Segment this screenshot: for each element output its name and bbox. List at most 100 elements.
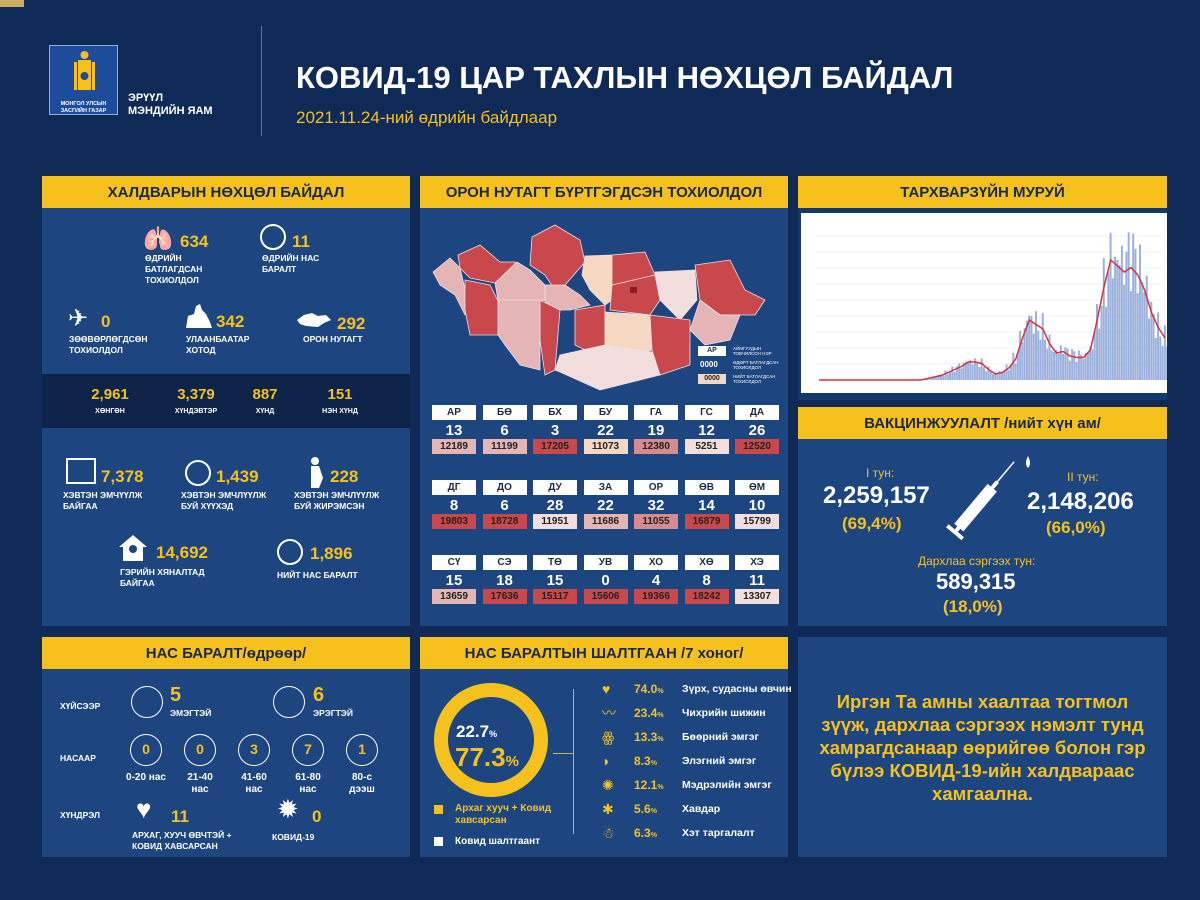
case-bar — [1046, 348, 1049, 380]
cause-pct: 74.0% — [634, 682, 664, 696]
case-bar — [1068, 360, 1071, 380]
bracket-stem — [553, 753, 573, 754]
mongolia-map-icon — [297, 313, 331, 327]
case-bar — [1059, 345, 1062, 380]
province-daily-cases: 22 — [597, 422, 614, 439]
vaccination-header: ВАКЦИНЖУУЛАЛТ /нийт хүн ам/ — [798, 407, 1167, 439]
deaths-panel — [42, 669, 410, 857]
case-bar — [1075, 361, 1078, 380]
bracket-tick — [0, 1, 24, 2]
province-daily-cases: 8 — [702, 572, 711, 589]
case-bar — [1127, 232, 1130, 380]
age-group-label: 0-20 нас — [126, 772, 166, 783]
case-bar — [958, 363, 961, 380]
case-bar — [1143, 292, 1146, 380]
case-bar — [964, 361, 967, 380]
rural-value: 292 — [337, 314, 366, 333]
province-code: ЗА — [583, 480, 628, 495]
cause-label: Чихрийн шижин — [682, 707, 766, 719]
moving-average-line — [819, 258, 1166, 381]
case-bar — [960, 368, 963, 380]
case-bar — [1129, 291, 1132, 380]
total-deaths-label: НИЙТ НАС БАРАЛТ — [277, 570, 358, 580]
province-region — [654, 269, 698, 321]
case-bar — [1120, 245, 1123, 380]
legend-covid-swatch — [434, 837, 443, 846]
age-group-count: 1 — [346, 734, 378, 766]
tumor-icon: ✱ — [602, 800, 614, 817]
province-code: ХЭ — [735, 555, 779, 570]
complication-row-label: ХҮНДРЭЛ — [60, 810, 100, 820]
hospitalized-label: ХЭВТЭН ЭМЧҮҮЛЖ БАЙГАА — [63, 490, 143, 511]
case-bar — [1010, 364, 1013, 380]
case-bar — [1023, 328, 1026, 380]
case-bar — [953, 371, 956, 380]
case-bar — [1021, 342, 1024, 380]
province-daily-cases: 4 — [651, 572, 661, 589]
pct-sign: % — [489, 729, 498, 739]
covid-value: 0 — [312, 807, 322, 826]
province-total-cases: 18242 — [684, 589, 729, 604]
legend-comorbid-swatch — [434, 805, 443, 814]
dose2-pct-text: (66,0%) — [1046, 518, 1106, 537]
case-bar — [1098, 328, 1101, 380]
cause-pct: 8.3% — [634, 754, 657, 768]
cause-pct: 12.1% — [634, 778, 664, 792]
person-minus-icon — [260, 224, 286, 250]
case-bar — [1064, 347, 1067, 380]
province-total-cases: 17205 — [533, 439, 577, 454]
province-total-cases: 11686 — [583, 514, 628, 529]
pct-sign: % — [505, 753, 519, 770]
logo-text: МОНГОЛ УЛСЫН ЗАСГИЙН ГАЗАР — [60, 101, 107, 114]
case-bar — [1073, 351, 1076, 380]
daily-deaths-value: 11 — [292, 232, 310, 251]
dose1-label: I тун: — [866, 466, 895, 480]
case-bar — [1012, 352, 1015, 380]
ministry-name: ЭРҮҮЛ МЭНДИЙН ЯАМ — [128, 92, 213, 117]
infection-header: ХАЛДВАРЫН НӨХЦӨЛ БАЙДАЛ — [42, 176, 410, 208]
case-bar — [1082, 358, 1085, 380]
home-value: 14,692 — [156, 543, 208, 562]
pct-sign: % — [650, 808, 657, 815]
daily-deaths-label: ӨДРИЙН НАС БАРАЛТ — [262, 253, 320, 274]
province-daily-cases: 8 — [449, 497, 459, 514]
case-bar — [1107, 271, 1110, 380]
causes-header: НАС БАРАЛТЫН ШАЛТГААН /7 хоног/ — [420, 637, 788, 669]
pregnant-label: ХЭВТЭН ЭМЧЛҮҮЛЖ БУЙ ЖИРЭМСЭН — [294, 490, 380, 511]
curve-header: ТАРХВАРЗҮЙН МУРУЙ — [798, 176, 1167, 208]
severity-label: ХҮНДЭВТЭР — [174, 408, 218, 415]
province-code: ГА — [634, 405, 678, 420]
dose1-value: 2,259,157 — [823, 482, 930, 509]
province-code: ДА — [735, 405, 779, 420]
bracket-tick — [0, 0, 24, 1]
bracket-line — [573, 689, 574, 834]
mongolia-province-map — [432, 224, 766, 391]
case-bar — [1032, 333, 1035, 380]
case-bar — [939, 375, 942, 380]
case-bar — [928, 378, 931, 380]
case-bar — [944, 370, 947, 380]
cause-item: ☃ 6.3% Хэт таргалалт — [600, 823, 755, 843]
case-bar — [1096, 303, 1098, 380]
female-icon — [131, 686, 163, 718]
legend-comorbid-label: Архаг хууч + Ковид хавсарсан — [455, 803, 552, 826]
comorbid-pct-value: 77.3 — [455, 742, 506, 772]
cause-label: Бөөрний эмгэг — [682, 731, 759, 743]
heart-pulse-icon: ♥ — [136, 794, 152, 824]
case-bar — [1118, 265, 1121, 380]
case-bar — [1005, 364, 1008, 380]
imported-label: ЗӨӨВӨРЛӨГДСӨН ТОХИОЛДОЛ — [69, 334, 148, 355]
lungs-icon: 🫁 — [143, 226, 173, 253]
obesity-icon: ☃ — [602, 824, 615, 841]
case-bar — [1150, 301, 1153, 380]
female-value: 5 — [170, 684, 182, 706]
severity-band — [42, 374, 410, 428]
case-bar — [1066, 348, 1069, 380]
covid-only-pct-value: 22.7 — [456, 722, 490, 741]
deaths-header: НАС БАРАЛТ/өдрөөр/ — [42, 637, 410, 669]
case-bar — [1050, 350, 1053, 380]
pancreas-icon: 〰 — [602, 705, 616, 721]
case-bar — [994, 373, 997, 380]
province-daily-cases: 6 — [500, 497, 509, 514]
severity-value: 2,961 — [91, 386, 129, 403]
